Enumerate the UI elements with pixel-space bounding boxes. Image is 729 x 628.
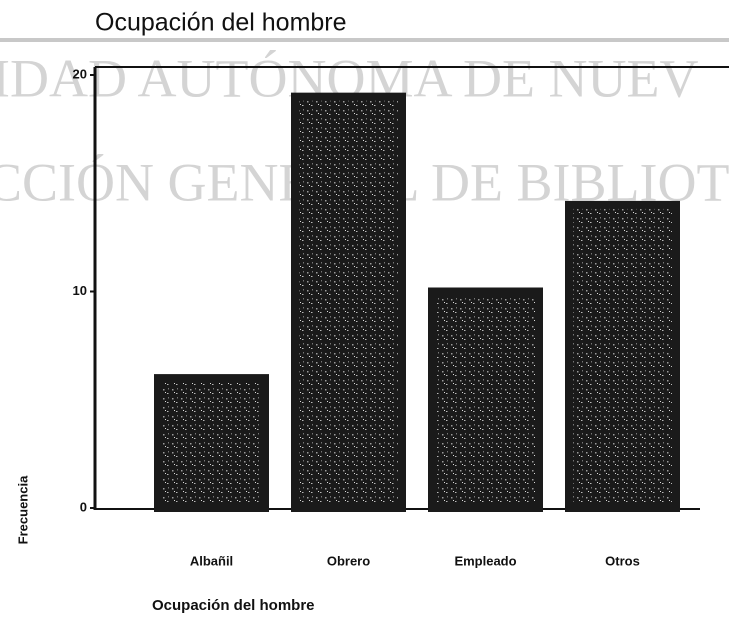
y-tick-label: 10	[73, 283, 87, 298]
x-axis-label: Ocupación del hombre	[152, 597, 315, 614]
y-tick-label: 20	[73, 66, 87, 81]
chart-title: Ocupación del hombre	[95, 9, 347, 37]
x-tick-label: Empleado	[454, 553, 516, 568]
bar	[565, 200, 680, 512]
y-axis-label: Frecuencia	[15, 475, 30, 544]
x-tick-label: Albañil	[190, 553, 233, 568]
bar	[428, 287, 543, 512]
y-tick-label: 0	[80, 499, 87, 514]
bar	[291, 92, 406, 513]
x-tick-label: Obrero	[327, 553, 370, 568]
bar	[154, 374, 269, 512]
x-tick-label: Otros	[605, 553, 640, 568]
